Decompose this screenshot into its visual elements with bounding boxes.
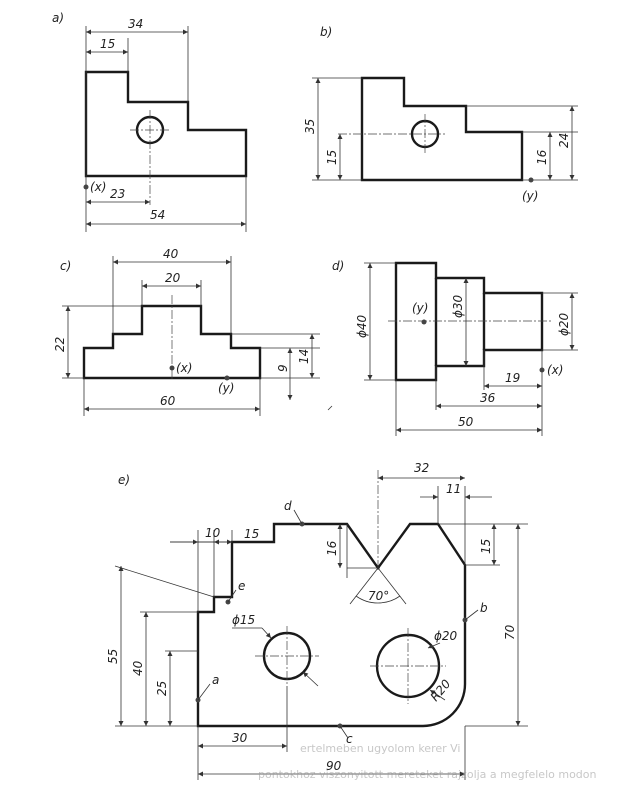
drawing-c: c) 40 20 22 9 14 60 (x) (y) bbox=[53, 247, 320, 416]
dim-e-15: 15 bbox=[244, 527, 259, 541]
dim-e-phi15: ϕ15 bbox=[232, 613, 255, 627]
dim-c-20: 20 bbox=[165, 271, 181, 285]
dim-d-50: 50 bbox=[458, 415, 474, 429]
drawing-a: a) 34 15 23 54 (x) bbox=[52, 11, 248, 232]
dim-c-22: 22 bbox=[53, 337, 67, 352]
dim-e-32: 32 bbox=[414, 461, 429, 475]
bleed-through-text-1: ertelmeben ugyolom kerer Vi bbox=[300, 742, 460, 755]
dim-a-34: 34 bbox=[128, 17, 143, 31]
origin-d-y-label: (y) bbox=[412, 301, 428, 315]
dim-c-40: 40 bbox=[163, 247, 179, 261]
point-c-label: c bbox=[346, 732, 353, 746]
drawing-b-label: b) bbox=[320, 25, 332, 39]
dim-d-phi30: ϕ30 bbox=[451, 294, 465, 318]
dim-b-24: 24 bbox=[557, 133, 571, 148]
dim-e-55: 55 bbox=[106, 649, 120, 664]
dim-a-23: 23 bbox=[110, 187, 125, 201]
dim-d-19: 19 bbox=[505, 371, 520, 385]
dim-e-angle: 70° bbox=[368, 589, 389, 603]
origin-c-x-label: (x) bbox=[176, 361, 192, 375]
drawing-a-outline bbox=[84, 70, 248, 178]
dim-a-15: 15 bbox=[100, 37, 115, 51]
dim-b-35: 35 bbox=[303, 119, 317, 134]
drawing-d-label: d) bbox=[332, 259, 344, 273]
drawing-b-outline bbox=[360, 76, 524, 182]
dim-e-11: 11 bbox=[446, 482, 461, 496]
dim-c-14: 14 bbox=[297, 349, 311, 364]
dim-a-54: 54 bbox=[150, 208, 165, 222]
dim-d-phi20: ϕ20 bbox=[557, 312, 571, 336]
dim-e-right-15: 15 bbox=[479, 539, 493, 554]
angle-arc bbox=[355, 595, 401, 604]
dim-d-phi40: ϕ40 bbox=[355, 314, 369, 338]
origin-point-a bbox=[83, 184, 89, 190]
dim-e-70: 70 bbox=[503, 624, 517, 640]
dim-e-25: 25 bbox=[155, 681, 169, 696]
origin-point-d-x bbox=[539, 367, 545, 373]
drawing-c-label: c) bbox=[60, 259, 71, 273]
origin-point-c-y bbox=[224, 375, 230, 381]
point-b-label: b bbox=[480, 601, 488, 615]
dim-b-15: 15 bbox=[325, 150, 339, 165]
dim-e-r20: R20 bbox=[428, 677, 454, 704]
dim-e-40: 40 bbox=[131, 660, 145, 676]
origin-a-label: (x) bbox=[90, 180, 106, 194]
dim-e-90: 90 bbox=[326, 759, 342, 773]
dim-d-36: 36 bbox=[480, 391, 496, 405]
drawing-d: d) ϕ40 ϕ30 ϕ20 19 36 50 (y) (x) bbox=[327, 259, 578, 436]
origin-point-d-y bbox=[421, 319, 427, 325]
bleed-through-text-2: pontokhoz viszonyitott mereteket rajzolj… bbox=[258, 768, 597, 781]
drawing-d-outline bbox=[394, 261, 544, 382]
drawing-e-outline bbox=[196, 522, 467, 728]
dim-c-60: 60 bbox=[160, 394, 176, 408]
point-e-label: e bbox=[238, 579, 245, 593]
dim-e-phi20: ϕ20 bbox=[434, 629, 458, 643]
origin-d-x-label: (x) bbox=[547, 363, 563, 377]
dim-e-16: 16 bbox=[325, 540, 339, 556]
drawing-b: b) 35 15 16 24 (y) bbox=[303, 25, 578, 203]
point-d-label: d bbox=[284, 499, 292, 513]
origin-point-c-x bbox=[169, 365, 175, 371]
drawing-a-label: a) bbox=[52, 11, 64, 25]
dim-b-16: 16 bbox=[535, 149, 549, 165]
origin-point-b bbox=[528, 177, 534, 183]
origin-b-label: (y) bbox=[522, 189, 538, 203]
dim-c-9: 9 bbox=[276, 364, 290, 372]
dim-e-30: 30 bbox=[232, 731, 248, 745]
drawing-e: e) 70° 32 11 bbox=[106, 461, 528, 780]
dim-e-10: 10 bbox=[205, 526, 221, 540]
origin-c-y-label: (y) bbox=[218, 381, 234, 395]
point-a-label: a bbox=[212, 673, 219, 687]
drawing-e-label: e) bbox=[118, 473, 130, 487]
